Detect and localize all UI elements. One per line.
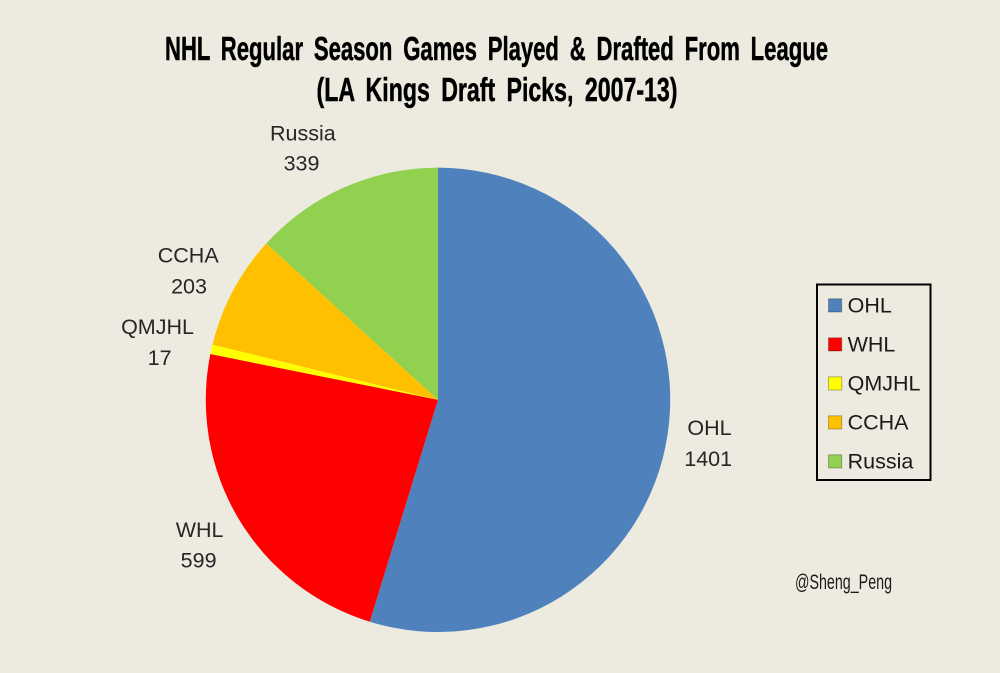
svg-text:CCHA: CCHA	[848, 410, 910, 434]
svg-text:NHL Regular Season Games Playe: NHL Regular Season Games Played & Drafte…	[165, 30, 828, 67]
svg-text:203: 203	[171, 275, 207, 299]
svg-text:(LA Kings Draft Picks, 2007-13: (LA Kings Draft Picks, 2007-13)	[317, 71, 678, 108]
svg-text:OHL: OHL	[687, 416, 731, 440]
svg-text:WHL: WHL	[848, 333, 896, 357]
svg-text:CCHA: CCHA	[158, 244, 220, 268]
svg-text:339: 339	[284, 152, 320, 176]
svg-text:Russia: Russia	[848, 449, 914, 473]
svg-text:QMJHL: QMJHL	[848, 371, 921, 395]
svg-text:WHL: WHL	[176, 518, 224, 542]
svg-text:Russia: Russia	[270, 122, 336, 146]
svg-text:599: 599	[181, 549, 217, 573]
svg-text:@Sheng_Peng: @Sheng_Peng	[795, 571, 892, 594]
svg-text:QMJHL: QMJHL	[121, 315, 194, 339]
svg-text:OHL: OHL	[848, 294, 892, 318]
svg-text:17: 17	[148, 346, 172, 370]
svg-text:1401: 1401	[684, 447, 732, 471]
